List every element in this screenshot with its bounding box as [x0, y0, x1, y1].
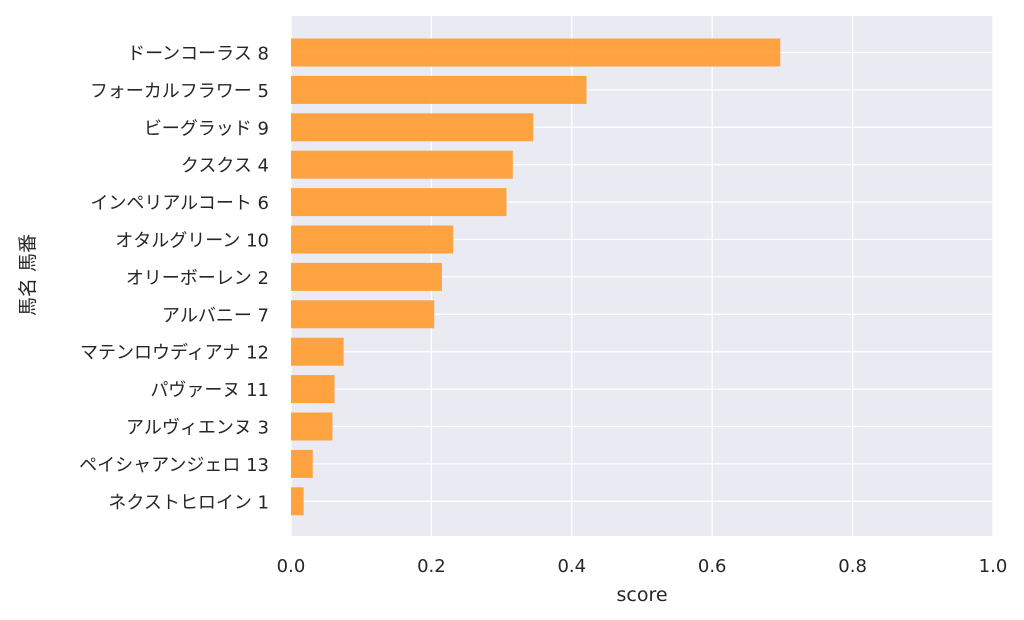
y-tick-label: ビーグラッド 9 [144, 118, 269, 139]
bar [291, 113, 534, 142]
x-tick-label: 0.0 [277, 556, 306, 577]
y-tick-label: ペイシャアンジェロ 13 [79, 455, 269, 476]
bar [291, 188, 507, 217]
y-tick-label: アルバニー 7 [162, 305, 269, 326]
x-tick-label: 0.6 [698, 556, 727, 577]
x-tick-label: 1.0 [979, 556, 1008, 577]
bar [291, 487, 304, 516]
bar [291, 412, 333, 441]
x-axis-title: score [616, 584, 667, 606]
bar [291, 38, 781, 67]
bar [291, 300, 435, 329]
y-tick-label: オタルグリーン 10 [115, 231, 269, 252]
bar [291, 262, 442, 291]
bar [291, 337, 344, 366]
y-axis-title: 馬名 馬番 [17, 234, 39, 316]
bar [291, 375, 335, 404]
y-tick-label: ドーンコーラス 8 [127, 44, 269, 65]
x-tick-labels: 0.0 0.2 0.4 0.6 0.8 1.0 [277, 556, 1008, 577]
y-tick-label: アルヴィエンヌ 3 [126, 418, 269, 439]
bar [291, 150, 513, 179]
bars [291, 38, 781, 516]
y-tick-label: マテンロウディアナ 12 [80, 343, 269, 364]
x-tick-label: 0.8 [838, 556, 867, 577]
y-tick-label: パヴァーヌ 11 [150, 380, 269, 401]
y-tick-label: オリーボーレン 2 [126, 268, 269, 289]
x-tick-label: 0.2 [417, 556, 446, 577]
category-labels: ドーンコーラス 8 フォーカルフラワー 5 ビーグラッド 9 クスクス 4 インペリアル… [79, 44, 269, 514]
bar [291, 75, 587, 104]
y-tick-label: ネクストヒロイン 1 [108, 492, 269, 513]
x-tick-label: 0.4 [557, 556, 586, 577]
bar [291, 225, 454, 254]
y-tick-label: インペリアルコート 6 [90, 193, 269, 214]
bar [291, 449, 313, 478]
y-tick-label: クスクス 4 [181, 156, 269, 177]
y-tick-label: フォーカルフラワー 5 [90, 81, 269, 102]
